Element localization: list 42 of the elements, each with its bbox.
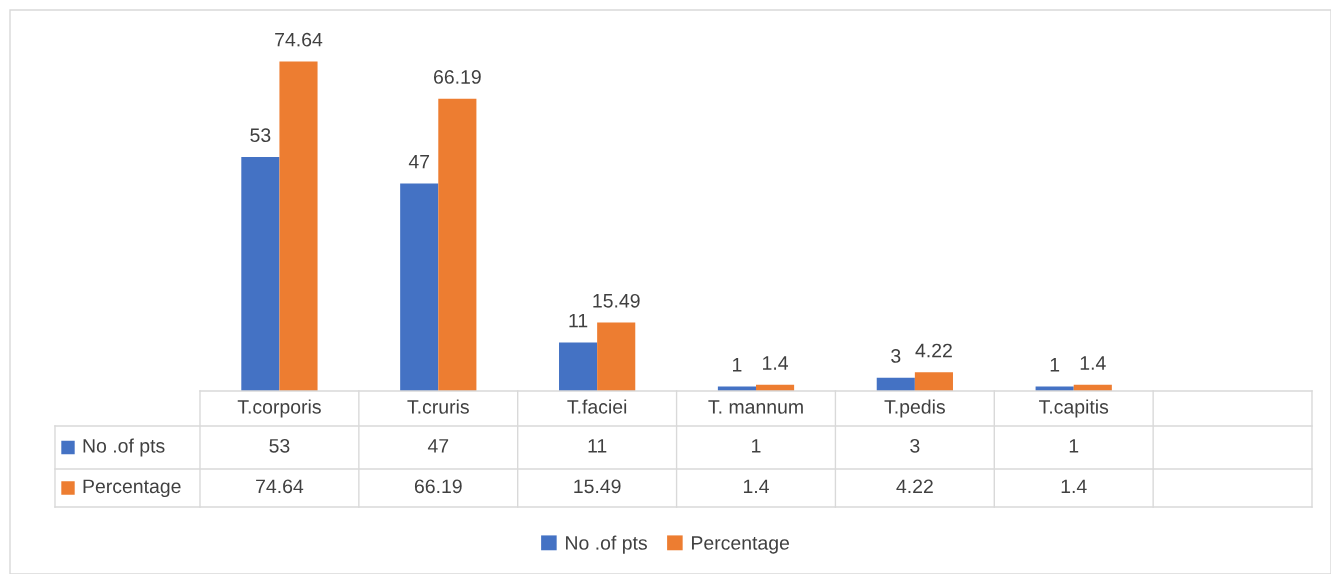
annotation: 3 (891, 349, 901, 363)
x-tick-label: T.faciei (567, 399, 627, 414)
data-label: 53 (269, 438, 290, 453)
data-label: 1 (752, 439, 761, 453)
annotation: 1 (733, 358, 742, 372)
bar (279, 61, 318, 391)
text: Percentage (692, 536, 790, 554)
bar (876, 377, 915, 391)
annotation: 15.49 (593, 293, 640, 308)
text: No .of pts (566, 535, 647, 554)
bar (914, 372, 953, 391)
x-tick-label: T.corporis (237, 399, 321, 418)
annotation: 1 (1050, 358, 1060, 372)
annotation: 1.4 (763, 356, 789, 370)
annotation: 66.19 (434, 70, 481, 84)
data-label: 1 (1069, 439, 1079, 453)
data-label: 47 (427, 439, 449, 453)
annotation: 47 (408, 154, 430, 169)
x-tick-label: T.cruris (407, 399, 469, 414)
annotation: 4.22 (915, 343, 952, 358)
bar (559, 342, 598, 391)
data-label: 66.19 (414, 479, 462, 494)
data-label: 1.4 (743, 479, 769, 494)
data-label: 11 (588, 439, 607, 453)
annotation: 11 (569, 313, 588, 328)
data-label: 4.22 (896, 479, 933, 494)
x-tick-label: T. mannum (708, 400, 803, 414)
annotation: 53 (250, 128, 271, 143)
bar (438, 98, 477, 391)
data-label: 3 (910, 438, 920, 453)
legend-label: No .of pts (83, 438, 165, 457)
bar (597, 322, 636, 391)
legend-label: Percentage (83, 479, 181, 498)
x-tick-label: T.pedis (884, 399, 945, 418)
bar (400, 183, 439, 391)
annotation: 1.4 (1080, 356, 1106, 370)
data-label: 1.4 (1061, 479, 1087, 494)
text: 74.64 (275, 32, 323, 47)
data-label: 74.64 (256, 479, 304, 494)
data-label: 15.49 (574, 479, 621, 494)
x-tick-label: T.capitis (1039, 399, 1109, 418)
bar (241, 157, 280, 391)
